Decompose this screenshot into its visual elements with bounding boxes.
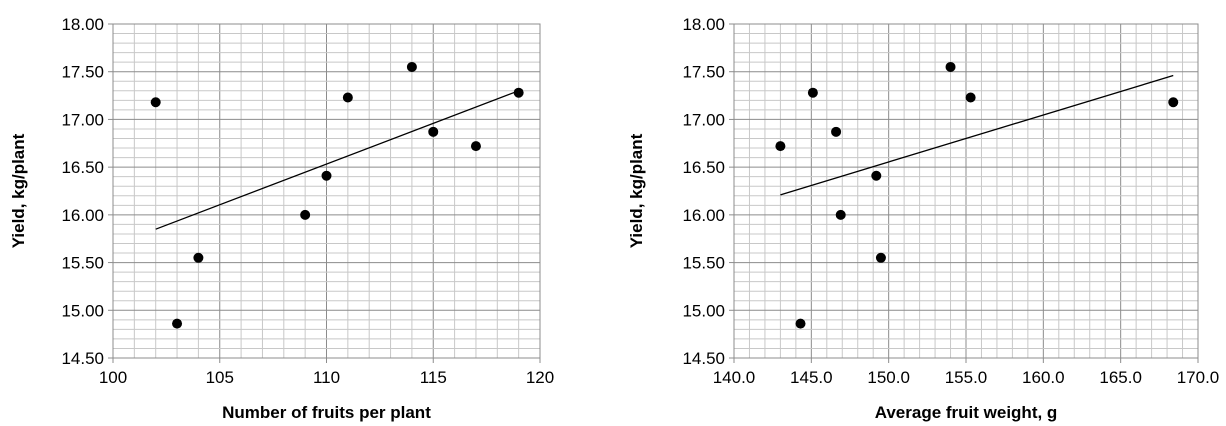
- x-tick-label: 160.0: [1022, 368, 1065, 387]
- data-point: [775, 141, 786, 152]
- data-point: [513, 87, 524, 98]
- data-point: [831, 126, 842, 137]
- data-point: [193, 252, 204, 263]
- y-tick-label: 16.50: [682, 158, 725, 177]
- y-tick-label: 17.00: [682, 110, 725, 129]
- gridlines: [733, 23, 1199, 359]
- y-tick-label: 17.50: [61, 63, 104, 82]
- data-point: [875, 252, 886, 263]
- data-point: [795, 318, 806, 329]
- y-axis-title: Yield, kg/plant: [627, 133, 646, 248]
- y-tick-label: 15.00: [682, 301, 725, 320]
- y-tick-label: 16.50: [61, 158, 104, 177]
- x-tick-label: 110: [313, 368, 340, 387]
- y-tick-label: 17.00: [61, 110, 104, 129]
- x-tick-label: 155.0: [945, 368, 988, 387]
- data-point: [835, 209, 846, 220]
- x-tick-label: 165.0: [1099, 368, 1142, 387]
- data-point: [428, 126, 439, 137]
- data-point: [1168, 97, 1179, 108]
- axis-tick-marks: [108, 23, 541, 363]
- data-point: [945, 61, 956, 72]
- data-point: [807, 87, 818, 98]
- y-tick-label: 14.50: [682, 349, 725, 368]
- data-point: [871, 170, 882, 181]
- x-axis-title: Number of fruits per plant: [222, 403, 431, 422]
- chart-average-fruit-weight-svg: 14.50 15.00 15.50 16.00 16.50 17.00 17.50 18.00…: [627, 15, 1220, 422]
- x-tick-label: 120: [526, 368, 554, 387]
- y-tick-label: 15.50: [682, 254, 725, 273]
- y-tick-label: 18.00: [61, 15, 104, 34]
- data-point: [150, 97, 161, 108]
- x-axis-title: Average fruit weight, g: [875, 403, 1058, 422]
- y-tick-label: 16.00: [682, 206, 725, 225]
- data-point: [342, 92, 353, 103]
- gridlines: [112, 23, 541, 359]
- data-point: [965, 92, 976, 103]
- trendline: [155, 90, 519, 230]
- y-tick-label: 15.00: [61, 301, 104, 320]
- x-tick-label: 115: [420, 368, 447, 387]
- y-tick-label: 17.50: [682, 63, 725, 82]
- data-point: [470, 141, 481, 152]
- y-tick-label: 16.00: [61, 206, 104, 225]
- x-tick-label: 145.0: [790, 368, 833, 387]
- y-tick-label: 18.00: [682, 15, 725, 34]
- data-point: [300, 209, 311, 220]
- chart-fruits-per-plant: 14.50 15.00 15.50 16.00 16.50 17.00 17.50 18.00…: [0, 0, 600, 426]
- x-tick-label: 140.0: [713, 368, 756, 387]
- trendline: [780, 74, 1174, 196]
- y-tick-label: 15.50: [61, 254, 104, 273]
- chart-fruits-per-plant-svg: 14.50 15.00 15.50 16.00 16.50 17.00 17.50 18.00…: [9, 15, 554, 422]
- data-point: [406, 61, 417, 72]
- y-axis-title: Yield, kg/plant: [9, 133, 28, 248]
- data-point: [172, 318, 183, 329]
- x-tick-label: 100: [99, 368, 127, 387]
- y-tick-label: 14.50: [61, 349, 104, 368]
- x-tick-label: 150.0: [867, 368, 910, 387]
- data-point: [321, 170, 332, 181]
- x-tick-label: 170.0: [1177, 368, 1220, 387]
- axis-tick-marks: [729, 23, 1199, 363]
- chart-average-fruit-weight: 14.50 15.00 15.50 16.00 16.50 17.00 17.50 18.00…: [613, 0, 1226, 426]
- x-tick-label: 105: [206, 368, 234, 387]
